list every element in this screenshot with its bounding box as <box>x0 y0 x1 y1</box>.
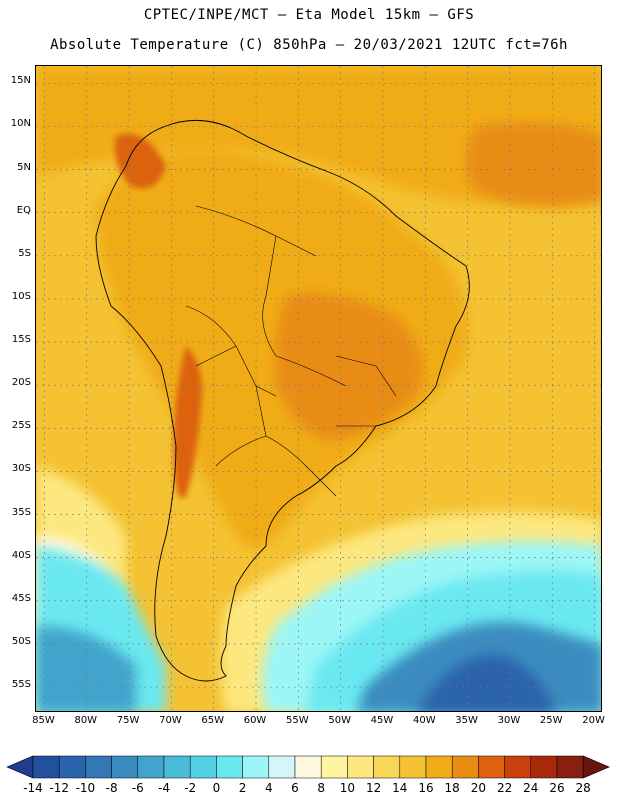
lat-tick-label: EQ <box>16 204 31 216</box>
field-central-hot <box>274 293 423 441</box>
colorbar-tick-label: 12 <box>365 781 382 795</box>
lon-tick-label: 55W <box>286 715 309 726</box>
colorbar-tick-label: 8 <box>317 781 325 795</box>
lat-tick-label: 50S <box>11 635 31 647</box>
lat-tick-label: 10N <box>10 118 31 130</box>
colorbar-tick-label: 16 <box>418 781 434 795</box>
colorbar-cell <box>189 755 217 779</box>
lon-tick-label: 75W <box>116 715 140 726</box>
colorbar-tick-label: 26 <box>549 781 565 795</box>
lon-tick-label: 80W <box>74 715 98 726</box>
colorbar-tick-label: -14 <box>23 781 43 795</box>
colorbar-cell <box>504 755 532 779</box>
colorbar-tick-label: 2 <box>238 781 247 795</box>
lon-tick-label: 30W <box>497 715 521 726</box>
colorbar-tick-label: -6 <box>131 781 144 795</box>
colorbar-tick-label: 18 <box>444 781 460 795</box>
lon-tick-label: 65W <box>201 715 225 726</box>
field-north <box>36 66 601 204</box>
field-andes-hot <box>173 346 202 498</box>
colorbar-cell <box>399 755 427 779</box>
colorbar-cell <box>85 755 112 779</box>
colorbar <box>6 755 610 779</box>
colorbar-cell <box>478 755 505 779</box>
lat-tick-label: 40S <box>11 549 31 561</box>
field-sw-colder <box>36 626 136 711</box>
colorbar-tick-label: 28 <box>575 781 591 795</box>
lon-tick-label: 70W <box>159 715 182 726</box>
field-ne-warm <box>466 122 601 207</box>
colorbar-cell <box>268 755 296 779</box>
lat-tick-label: 35S <box>11 506 31 518</box>
colorbar-cell <box>320 755 348 779</box>
lon-tick-label: 20W <box>582 715 605 726</box>
lat-tick-label: 15N <box>10 75 31 87</box>
lat-tick-label: 30S <box>11 463 31 475</box>
field-deep-cold <box>417 654 556 711</box>
colorbar-arrow-low <box>6 755 34 779</box>
lat-tick-label: 5S <box>18 247 31 259</box>
lat-tick-label: 15S <box>11 334 31 346</box>
colorbar-arrow-high <box>582 755 610 779</box>
lon-tick-label: 35W <box>455 715 478 726</box>
lat-tick-label: 45S <box>11 592 31 604</box>
colorbar-tick-label: 0 <box>212 781 221 795</box>
lat-tick-label: 10S <box>11 290 31 302</box>
colorbar-cell <box>556 755 584 779</box>
colorbar-cell <box>373 755 401 779</box>
colorbar-tick-label: 20 <box>470 781 487 795</box>
colorbar-tick-label: 14 <box>392 781 408 795</box>
colorbar-tick-label: 6 <box>291 781 299 795</box>
colorbar-cell <box>163 755 191 779</box>
colorbar-cell <box>242 755 270 779</box>
title-line-1: CPTEC/INPE/MCT – Eta Model 15km – GFS <box>143 7 475 23</box>
lat-tick-label: 5N <box>17 161 31 173</box>
continent-outline <box>95 119 470 682</box>
colorbar-tick-label: -2 <box>184 781 197 795</box>
colorbar-tick-label: 10 <box>339 781 356 795</box>
colorbar-tick-label: 4 <box>264 781 273 795</box>
colorbar-cell <box>32 755 60 779</box>
colorbar-cell <box>347 755 374 779</box>
field-north-hot <box>115 134 166 189</box>
lon-tick-label: 25W <box>539 715 563 726</box>
lat-tick-label: 55S <box>11 679 31 691</box>
colorbar-tick-label: 22 <box>496 781 513 795</box>
lon-tick-label: 60W <box>243 715 267 726</box>
colorbar-tick-label: 24 <box>523 781 539 795</box>
lat-tick-label: 20S <box>11 377 31 389</box>
colorbar-tick-label: -12 <box>49 781 69 795</box>
lat-tick-label: 25S <box>11 420 31 432</box>
colorbar-tick-label: -4 <box>158 781 170 795</box>
colorbar-cell <box>216 755 243 779</box>
lon-tick-label: 85W <box>32 715 55 726</box>
colorbar-cell <box>58 755 86 779</box>
map-canvas <box>36 66 601 711</box>
colorbar-cell <box>530 755 558 779</box>
colorbar-cell <box>294 755 322 779</box>
colorbar-cell <box>111 755 139 779</box>
colorbar-cell <box>451 755 479 779</box>
temperature-map <box>35 65 602 712</box>
lon-tick-label: 45W <box>370 715 394 726</box>
country-borders <box>185 205 397 497</box>
colorbar-cell <box>137 755 165 779</box>
title-line-2: Absolute Temperature (C) 850hPa – 20/03/… <box>50 37 568 53</box>
colorbar-tick-label: -10 <box>75 781 96 795</box>
lon-tick-label: 50W <box>328 715 351 726</box>
colorbar-tick-label: -8 <box>105 781 118 795</box>
grid-lines <box>36 66 601 711</box>
lon-tick-label: 40W <box>412 715 436 726</box>
colorbar-cell <box>425 755 453 779</box>
